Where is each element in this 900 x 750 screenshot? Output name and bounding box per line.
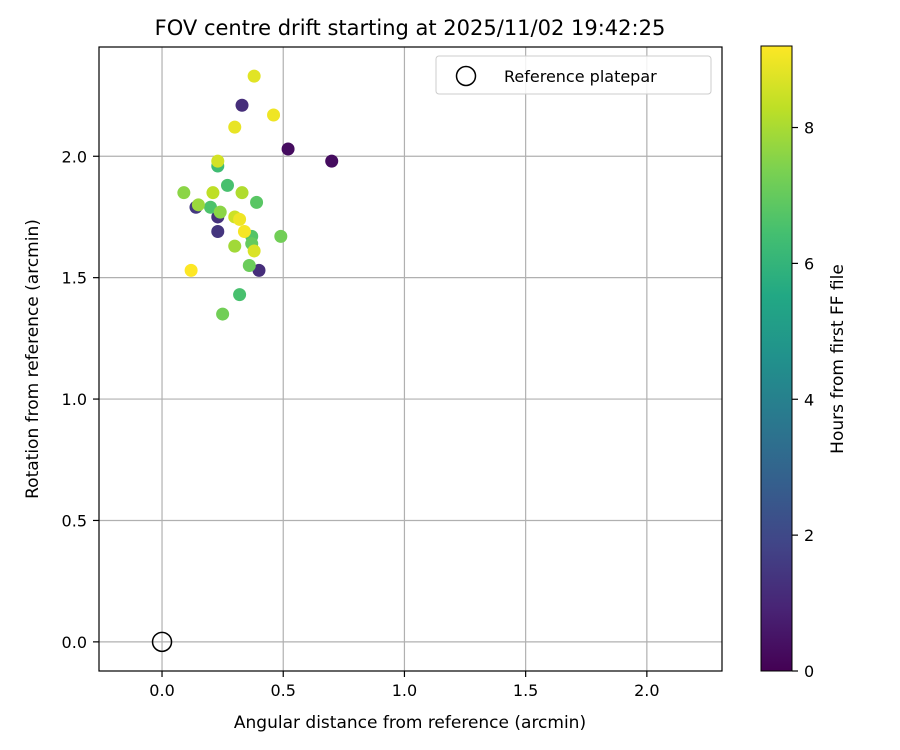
data-point: [213, 205, 227, 219]
y-axis-label: Rotation from reference (arcmin): [23, 219, 43, 499]
colorbar-gradient: [760, 45, 793, 672]
colorbar-tick-label: 2: [804, 526, 814, 545]
data-point: [252, 263, 266, 277]
y-tick-label: 1.0: [62, 390, 87, 409]
colorbar-tick-label: 4: [804, 390, 814, 409]
colorbar: 0 2 4 6 8 Hours from first FF file: [760, 45, 848, 681]
data-point: [220, 178, 234, 192]
y-tick-label: 2.0: [62, 147, 87, 166]
data-point: [274, 229, 288, 243]
data-point: [191, 198, 205, 212]
data-points: [177, 69, 339, 321]
data-point: [235, 186, 249, 200]
data-point: [211, 154, 225, 168]
data-point: [325, 154, 339, 168]
x-tick-label: 0.0: [149, 681, 174, 700]
legend-label-reference: Reference platepar: [504, 67, 657, 86]
x-tick-label: 1.5: [513, 681, 538, 700]
y-tick-label: 1.5: [62, 269, 87, 288]
data-point: [211, 225, 225, 239]
data-point: [216, 307, 230, 321]
colorbar-tick-label: 8: [804, 119, 814, 138]
data-point: [204, 200, 218, 214]
y-tick-label: 0.5: [62, 511, 87, 530]
x-tick-label: 1.0: [392, 681, 417, 700]
data-point: [177, 186, 191, 200]
data-point: [281, 142, 295, 156]
data-point: [250, 195, 264, 209]
x-tick-label: 2.0: [634, 681, 659, 700]
x-axis-ticks: 0.0 0.5 1.0 1.5 2.0: [149, 671, 660, 700]
data-point: [247, 69, 261, 83]
data-point: [235, 98, 249, 112]
data-point: [237, 225, 251, 239]
colorbar-label: Hours from first FF file: [828, 264, 848, 454]
grid-lines: [99, 47, 722, 671]
colorbar-ticks: 0 2 4 6 8: [792, 119, 814, 681]
data-point: [228, 120, 242, 134]
x-axis-label: Angular distance from reference (arcmin): [234, 713, 586, 733]
data-point: [233, 288, 247, 302]
data-point: [184, 263, 198, 277]
data-point: [228, 239, 242, 253]
legend: Reference platepar: [435, 55, 712, 95]
data-point: [242, 259, 256, 273]
x-tick-label: 0.5: [271, 681, 296, 700]
legend-marker-reference: [455, 65, 477, 87]
legend-box: [435, 55, 712, 95]
data-point: [233, 212, 247, 226]
plot-frame: [98, 46, 723, 672]
y-axis-ticks: 0.0 0.5 1.0 1.5 2.0: [62, 147, 99, 652]
chart-title: FOV centre drift starting at 2025/11/02 …: [155, 16, 666, 40]
y-tick-label: 0.0: [62, 633, 87, 652]
colorbar-tick-label: 6: [804, 254, 814, 273]
data-point: [267, 108, 281, 122]
reference-point-marker: [151, 631, 173, 653]
colorbar-tick-label: 0: [804, 662, 814, 681]
data-point: [247, 244, 261, 258]
data-point: [206, 186, 220, 200]
